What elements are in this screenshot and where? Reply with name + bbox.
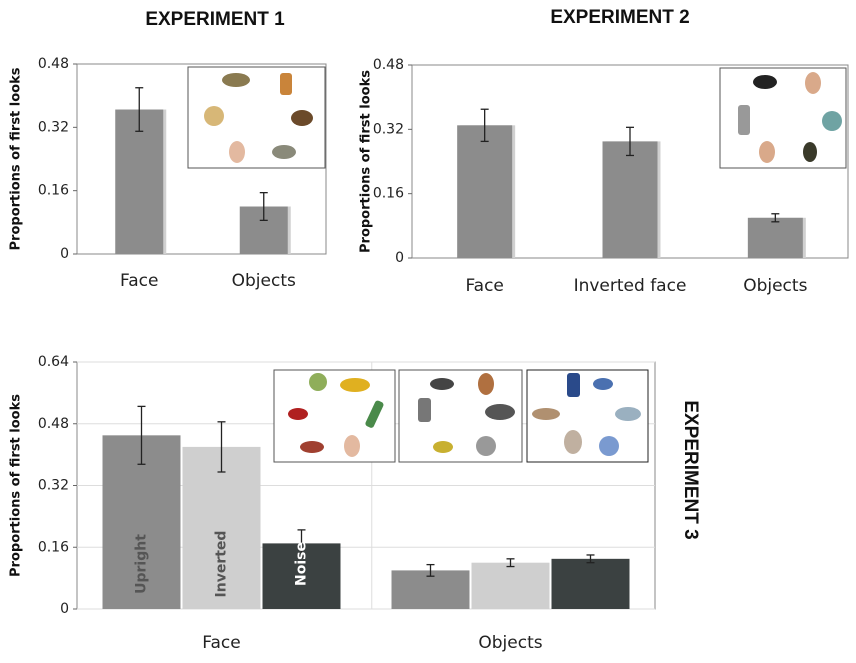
icon [822, 111, 842, 131]
icon [805, 72, 821, 94]
bar [748, 218, 803, 258]
y-tick-label: 0.48 [38, 56, 69, 72]
x-tick-label: Face [120, 271, 158, 291]
icon [485, 404, 515, 420]
icon [564, 430, 582, 454]
x-tick-label: Objects [743, 276, 807, 296]
chart-title: EXPERIMENT 3 [680, 400, 701, 539]
icon [291, 110, 313, 126]
icon [803, 142, 817, 162]
y-tick-label: 0.16 [38, 539, 69, 555]
icon [272, 145, 296, 159]
icon [300, 441, 324, 453]
icon [288, 408, 308, 420]
y-axis-label: Proportions of first looks [9, 394, 24, 577]
y-tick-label: 0.32 [38, 119, 69, 135]
series-label: Noise [294, 542, 310, 586]
y-tick-label: 0.48 [373, 57, 404, 73]
icon [418, 398, 431, 422]
y-tick-label: 0.16 [373, 186, 404, 202]
y-axis-label: Proportions of first looks [359, 70, 374, 253]
chart-title: EXPERIMENT 1 [145, 9, 285, 30]
icon [593, 378, 613, 390]
icon [753, 75, 777, 89]
y-tick-label: 0.16 [38, 183, 69, 199]
y-tick-label: 0.32 [38, 478, 69, 494]
x-tick-label: Objects [232, 271, 296, 291]
y-tick-label: 0 [60, 601, 69, 617]
bar [472, 563, 550, 609]
icon [567, 373, 580, 397]
icon [476, 436, 496, 456]
x-tick-label: Face [202, 633, 240, 653]
icon [532, 408, 560, 420]
icon [222, 73, 250, 87]
x-tick-label: Objects [478, 633, 542, 653]
y-tick-label: 0.64 [38, 354, 69, 370]
icon [615, 407, 641, 421]
icon [599, 436, 619, 456]
y-tick-label: 0 [395, 250, 404, 266]
bar [603, 141, 658, 258]
y-tick-label: 0 [60, 246, 69, 262]
icon [229, 141, 245, 163]
icon [344, 435, 360, 457]
icon [309, 373, 327, 391]
icon [738, 105, 750, 135]
page: {"chart_data": [ {"type": "bar", "title"… [0, 0, 856, 659]
icon [478, 373, 494, 395]
icon [280, 73, 292, 95]
icon [433, 441, 453, 453]
y-axis-label: Proportions of first looks [9, 67, 24, 250]
series-label: Upright [134, 534, 150, 594]
figure: EXPERIMENT 1 Proportions of first looks 0 0… [0, 0, 856, 659]
icon [340, 378, 370, 392]
chart-title: EXPERIMENT 2 [550, 7, 689, 28]
y-tick-label: 0.48 [38, 416, 69, 432]
y-tick-label: 0.32 [373, 121, 404, 137]
icon [430, 378, 454, 390]
bar [552, 559, 630, 609]
x-tick-label: Face [465, 276, 503, 296]
series-label: Inverted [214, 531, 230, 598]
bar [457, 125, 512, 258]
icon [759, 141, 775, 163]
icon [204, 106, 224, 126]
x-tick-label: Inverted face [574, 276, 687, 296]
